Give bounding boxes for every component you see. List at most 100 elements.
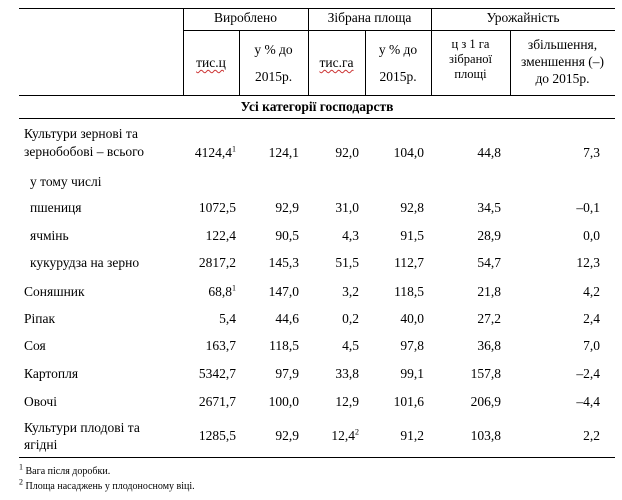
cell-yield: 103,8 (470, 428, 501, 443)
cell-area: 4,3 (342, 228, 359, 243)
cell-production: 4124,41 (194, 144, 236, 160)
cell-production-pct: 92,9 (275, 200, 299, 215)
row-label: кукурудза на зерно (30, 255, 140, 270)
footnote: 2 Площа насаджень у плодоносному віці. (19, 477, 195, 492)
cell-area-pct: 118,5 (394, 284, 424, 299)
cell-production-pct: 97,9 (275, 366, 299, 381)
cell-area: 92,0 (335, 145, 359, 160)
cell-yield-change: –4,4 (576, 394, 600, 409)
header-prod-units: тис.ц (196, 55, 226, 70)
cell-area: 31,0 (335, 200, 359, 215)
cell-yield: 21,8 (477, 284, 501, 299)
cell-production-pct: 100,0 (268, 394, 299, 409)
cell-yield-change: 2,4 (583, 311, 600, 326)
cell-area-pct: 101,6 (393, 394, 424, 409)
cell-area-pct: 92,8 (400, 200, 424, 215)
row-label: пшениця (30, 200, 82, 215)
cell-yield-change: 0,0 (583, 228, 600, 243)
cell-yield: 157,8 (470, 366, 501, 381)
row-label: Овочі (24, 394, 57, 409)
cell-yield: 28,9 (477, 228, 501, 243)
cell-area: 3,2 (342, 284, 359, 299)
cell-area-pct: 97,8 (400, 338, 424, 353)
cell-production: 122,4 (205, 228, 236, 243)
cell-yield: 44,8 (477, 145, 501, 160)
cell-yield-change: 12,3 (576, 255, 600, 270)
header-prod-pct-line1: у % до (254, 42, 293, 57)
cell-production: 2671,7 (198, 394, 236, 409)
col-divider-3 (308, 8, 309, 95)
cell-yield: 206,9 (470, 394, 501, 409)
cell-production-pct: 90,5 (275, 228, 299, 243)
row-label-including: у тому числі (30, 174, 102, 189)
header-bottom-border (19, 95, 615, 96)
header-yield: Урожайність (486, 10, 560, 25)
cell-yield-change: –2,4 (576, 366, 600, 381)
cell-area-pct: 112,7 (394, 255, 424, 270)
cell-production-pct: 147,0 (268, 284, 299, 299)
cell-area: 33,8 (335, 366, 359, 381)
col-divider-5 (431, 8, 432, 95)
cell-area: 4,5 (342, 338, 359, 353)
table-top-border (19, 8, 615, 9)
cell-yield-change: 2,2 (583, 428, 600, 443)
col-divider-2 (239, 30, 240, 95)
header-yield-change-line1: збільшення, (527, 37, 598, 52)
row-label: Культури плодові та (24, 420, 140, 435)
header-area-units: тис.га (319, 55, 354, 70)
header-area-pct-line1: у % до (378, 42, 418, 57)
header-yield-per-ha-line3: площі (454, 67, 487, 81)
row-label-line2: ягідні (24, 437, 58, 452)
cell-production-pct: 118,5 (269, 338, 299, 353)
cell-yield-change: 7,0 (583, 338, 600, 353)
cell-production: 5,4 (219, 311, 236, 326)
header-group-divider (183, 30, 615, 31)
cell-production: 1285,5 (198, 428, 236, 443)
cell-area: 51,5 (335, 255, 359, 270)
cell-yield: 34,5 (477, 200, 501, 215)
header-harvested-area: Зібрана площа (327, 10, 412, 25)
cell-area-pct: 91,5 (400, 228, 424, 243)
col-divider-1 (183, 8, 184, 95)
cell-production-pct: 124,1 (268, 145, 299, 160)
cell-area-pct: 91,2 (400, 428, 424, 443)
header-yield-per-ha-line2: зібраної (449, 52, 492, 66)
cell-yield-change: 4,2 (583, 284, 600, 299)
row-label: ячмінь (30, 228, 69, 243)
row-label-line2: зернобобові – всього (24, 144, 145, 159)
cell-production: 1072,5 (198, 200, 236, 215)
cell-area-pct: 99,1 (400, 366, 424, 381)
cell-production: 163,7 (205, 338, 236, 353)
cell-area: 0,2 (342, 311, 359, 326)
row-label: Соя (24, 338, 46, 353)
cell-production: 2817,2 (198, 255, 236, 270)
cell-yield: 27,2 (477, 311, 501, 326)
header-prod-pct-line2: 2015р. (254, 69, 293, 84)
cell-area-pct: 40,0 (400, 311, 424, 326)
cell-area-pct: 104,0 (393, 145, 424, 160)
header-produced: Вироблено (214, 10, 277, 25)
cell-production-pct: 145,3 (268, 255, 299, 270)
header-yield-change-line2: зменшення (–) (520, 54, 605, 69)
header-yield-change-line3: до 2015р. (535, 71, 590, 86)
cell-yield: 54,7 (477, 255, 501, 270)
cell-production-pct: 44,6 (275, 311, 299, 326)
col-divider-4 (365, 30, 366, 95)
cell-area: 12,9 (335, 394, 359, 409)
row-label: Картопля (24, 366, 79, 381)
section-title: Усі категорії господарств (240, 99, 394, 114)
section-title-bottom-border (19, 118, 615, 119)
row-label: Соняшник (24, 284, 85, 299)
cell-yield: 36,8 (477, 338, 501, 353)
header-yield-per-ha-line1: ц з 1 га (451, 37, 490, 51)
cell-area: 12,42 (331, 427, 359, 443)
cell-yield-change: –0,1 (576, 200, 600, 215)
cell-production: 5342,7 (198, 366, 236, 381)
header-area-pct-line2: 2015р. (379, 69, 417, 84)
footnote: 1 Вага після доробки. (19, 462, 111, 477)
col-divider-6 (510, 30, 511, 95)
cell-yield-change: 7,3 (583, 145, 600, 160)
cell-production-pct: 92,9 (275, 428, 299, 443)
table-bottom-border (19, 457, 615, 458)
